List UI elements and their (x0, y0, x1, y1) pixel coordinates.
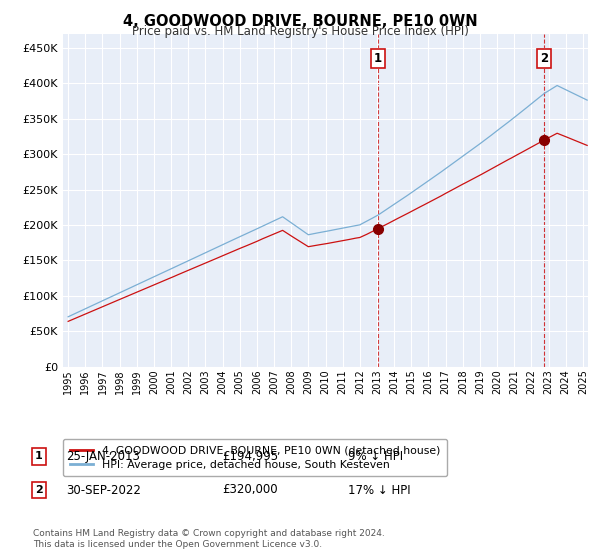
Text: 1: 1 (35, 451, 43, 461)
Legend: 4, GOODWOOD DRIVE, BOURNE, PE10 0WN (detached house), HPI: Average price, detach: 4, GOODWOOD DRIVE, BOURNE, PE10 0WN (det… (63, 439, 447, 477)
Text: £194,995: £194,995 (222, 450, 278, 463)
Text: 1: 1 (374, 52, 382, 65)
Text: 17% ↓ HPI: 17% ↓ HPI (348, 483, 410, 497)
Text: Price paid vs. HM Land Registry's House Price Index (HPI): Price paid vs. HM Land Registry's House … (131, 25, 469, 38)
Text: 2: 2 (35, 485, 43, 495)
Text: 4, GOODWOOD DRIVE, BOURNE, PE10 0WN: 4, GOODWOOD DRIVE, BOURNE, PE10 0WN (122, 14, 478, 29)
Text: 9% ↓ HPI: 9% ↓ HPI (348, 450, 403, 463)
Text: 2: 2 (540, 52, 548, 65)
Text: 30-SEP-2022: 30-SEP-2022 (66, 483, 141, 497)
Text: 25-JAN-2013: 25-JAN-2013 (66, 450, 140, 463)
Text: Contains HM Land Registry data © Crown copyright and database right 2024.
This d: Contains HM Land Registry data © Crown c… (33, 529, 385, 549)
Text: £320,000: £320,000 (222, 483, 278, 497)
